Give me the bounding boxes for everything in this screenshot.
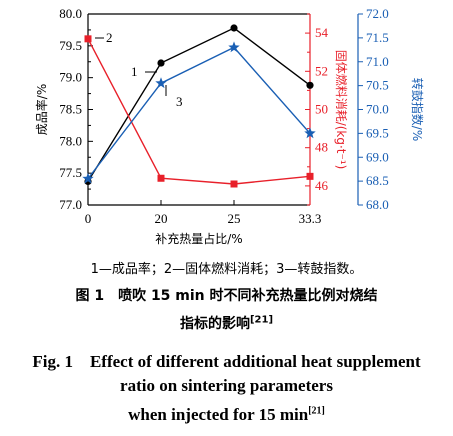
- y-right1-tick-label: 50: [315, 102, 328, 117]
- y-right2-tick-label: 71.0: [366, 54, 389, 69]
- caption-en-line3: when injected for 15 min[21]: [0, 405, 453, 425]
- y-right1-tick-label: 46: [315, 178, 329, 193]
- x-tick-label: 20: [155, 211, 168, 226]
- series-1-line: [87, 27, 311, 182]
- series-3-point: [304, 127, 316, 139]
- series-2-point: [84, 35, 92, 43]
- series-1-point: [306, 81, 314, 89]
- y-right1-tick-label: 52: [315, 63, 328, 78]
- y-right2-tick-label: 69.5: [366, 125, 389, 140]
- y-left-tick-label: 77.0: [59, 197, 82, 212]
- series-2-line: [87, 38, 311, 185]
- y-right2-tick-label: 72.0: [366, 6, 389, 21]
- annotation-3-label: 3: [176, 94, 183, 109]
- y-left-tick-label: 79.0: [59, 70, 82, 85]
- x-axis-label: 补充热量占比/%: [155, 231, 242, 246]
- y-left-tick-label: 80.0: [59, 6, 82, 21]
- x-tick-label: 25: [228, 211, 241, 226]
- y-left-axis-label: 成品率/%: [34, 84, 49, 135]
- y-right1-axis-label: 固体燃料消耗/(kg·t⁻¹): [334, 50, 349, 170]
- y-right2-tick-label: 69.0: [366, 149, 389, 164]
- caption-en-line3-text: when injected for 15 min: [128, 405, 309, 424]
- series-1-point: [157, 59, 165, 67]
- y-right2-tick-label: 68.5: [366, 173, 389, 188]
- series-1-point: [230, 24, 238, 32]
- y-right2-tick-label: 70.5: [366, 78, 389, 93]
- series-3-point: [155, 77, 167, 89]
- series-2-point: [230, 180, 238, 188]
- series-3-line: [87, 46, 311, 180]
- series-3-point: [82, 172, 94, 184]
- y-right2-tick-label: 71.5: [366, 30, 389, 45]
- y-right1-tick-label: 54: [315, 25, 329, 40]
- x-tick-label: 0: [85, 211, 92, 226]
- y-right2-axis-label: 转鼓指数/%: [410, 78, 425, 141]
- caption-zh-line1: 图 1 喷吹 15 min 时不同补充热量比例对烧结: [75, 288, 378, 304]
- x-tick-label: 33.3: [299, 211, 322, 226]
- y-right2-tick-label: 68.0: [366, 197, 389, 212]
- series-2-point: [306, 172, 314, 180]
- series-2-point: [157, 174, 165, 182]
- caption-zh-line2-text: 指标的影响: [179, 316, 250, 332]
- caption-zh-line2: 指标的影响[21]: [0, 313, 453, 333]
- y-left-tick-label: 78.0: [59, 133, 82, 148]
- caption-en-line1: Fig. 1 Effect of different additional he…: [32, 352, 421, 371]
- annotation-1-label: 1: [131, 64, 138, 79]
- y-left-tick-label: 78.5: [59, 102, 82, 117]
- caption-en-line2: ratio on sintering parameters: [120, 376, 333, 395]
- legend-text: 1—成品率；2—固体燃料消耗；3—转鼓指数。: [90, 262, 363, 277]
- y-right2-tick-label: 70.0: [366, 102, 389, 117]
- y-left-tick-label: 77.5: [59, 165, 82, 180]
- caption-zh-ref: [21]: [249, 314, 274, 326]
- caption-en-ref: [21]: [308, 405, 325, 417]
- annotation-2-label: 2: [106, 30, 113, 45]
- series-3-point: [228, 41, 240, 53]
- y-right1-tick-label: 48: [315, 140, 328, 155]
- y-left-tick-label: 79.5: [59, 38, 82, 53]
